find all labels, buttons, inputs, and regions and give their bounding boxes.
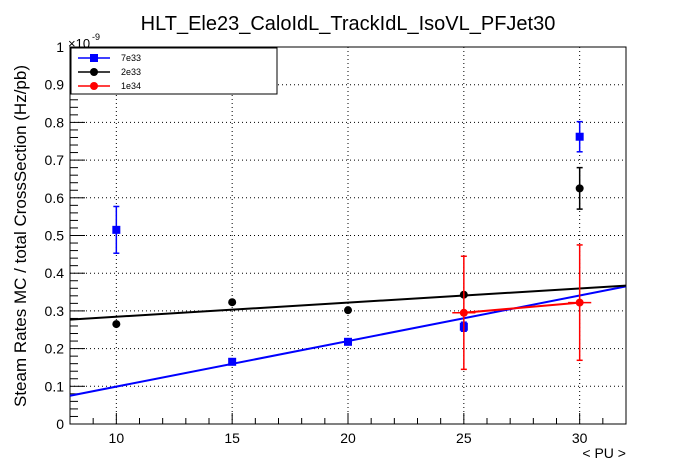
- y-tick-label: 0.6: [45, 190, 65, 206]
- y-tick-label: 0.5: [45, 228, 65, 244]
- y-exponent: ×10 -9: [68, 32, 100, 51]
- legend-label: 7e33: [121, 53, 141, 63]
- x-tick-label: 25: [456, 430, 472, 446]
- y-tick-label: 0.9: [45, 77, 65, 93]
- x-tick-label: 30: [572, 430, 588, 446]
- legend-label: 2e33: [121, 67, 141, 77]
- data-point: [459, 308, 468, 317]
- chart-title: HLT_Ele23_CaloIdL_TrackIdL_IsoVL_PFJet30: [141, 13, 556, 35]
- legend-entry-7e33: 7e33: [78, 53, 141, 63]
- y-exponent-power: -9: [92, 32, 100, 42]
- series-2e33: [69, 166, 627, 329]
- series-1e34: [452, 244, 592, 371]
- data-point: [228, 357, 237, 366]
- y-tick-label: 0.8: [45, 114, 65, 130]
- series: [69, 120, 627, 397]
- data-point: [344, 337, 352, 346]
- y-tick-label: 0.1: [45, 378, 65, 394]
- x-tick-label: 20: [340, 430, 356, 446]
- legend-entry-2e33: 2e33: [78, 67, 141, 77]
- x-tick-label: 15: [224, 430, 240, 446]
- legend-marker: [90, 68, 98, 76]
- fit-line: [69, 284, 627, 321]
- x-tick-label: 10: [109, 430, 125, 446]
- legend: 7e33 2e33 1e34: [70, 47, 278, 95]
- data-point: [228, 298, 237, 307]
- data-point: [575, 132, 584, 141]
- y-exponent-base: ×10: [68, 36, 90, 51]
- y-tick-label: 0.4: [45, 265, 65, 281]
- data-point: [575, 184, 584, 193]
- fit-line: [463, 301, 580, 314]
- y-tick-label: 0.2: [45, 341, 65, 357]
- legend-label: 1e34: [121, 81, 141, 91]
- y-tick-label: 0: [56, 416, 64, 432]
- y-axis-label: Steam Rates MC / total CrossSection (Hz/…: [11, 65, 30, 407]
- data-point: [575, 298, 584, 307]
- legend-marker: [90, 54, 98, 62]
- x-axis-label: < PU >: [582, 445, 626, 461]
- legend-entry-1e34: 1e34: [78, 81, 141, 91]
- data-point: [344, 306, 352, 315]
- axes: 10 15 20 25 30 0 0.1 0.2 0.3 0.4 0.5 0.6 0.7 0.8 0.9 1: [45, 39, 627, 446]
- y-tick-label: 0.7: [45, 152, 65, 168]
- data-point: [112, 225, 121, 234]
- y-tick-label: 1: [56, 39, 64, 55]
- legend-marker: [90, 82, 98, 90]
- data-point: [112, 320, 121, 329]
- legend-box: [70, 47, 278, 95]
- plot-area: 10 15 20 25 30 0 0.1 0.2 0.3 0.4 0.5 0.6 0.7 0.8 0.9 1: [45, 39, 627, 446]
- y-tick-label: 0.3: [45, 303, 65, 319]
